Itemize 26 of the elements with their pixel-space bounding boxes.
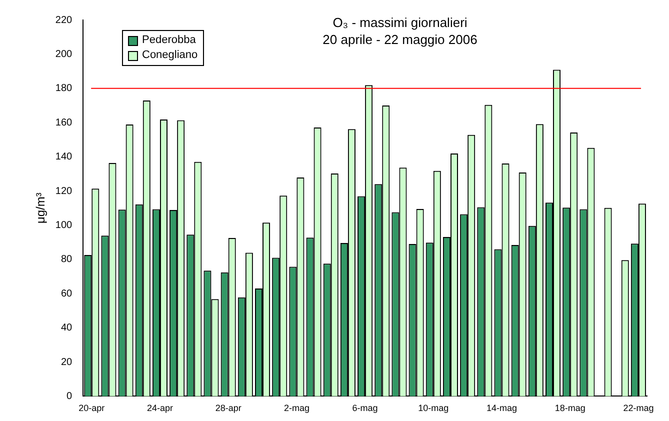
x-tick-label: 22-mag [623, 403, 654, 414]
y-tick-label: 180 [55, 83, 73, 94]
x-tick-label: 28-apr [215, 403, 242, 414]
x-tick-label: 24-apr [146, 403, 173, 414]
y-tick-label: 0 [66, 390, 73, 402]
y-tick-label: 60 [60, 288, 73, 300]
x-tick-label: 6-mag [352, 403, 378, 414]
y-tick-label: 100 [55, 220, 73, 231]
x-tick-label: 10-mag [418, 403, 449, 414]
y-axis-title: μg/m³ [34, 192, 48, 224]
legend-label: Conegliano [142, 48, 198, 63]
y-tick-label: 120 [55, 186, 73, 197]
x-tick-label: 2-mag [284, 403, 310, 414]
y-tick-label: 160 [55, 117, 73, 128]
x-tick-label: 14-mag [486, 403, 518, 414]
chart-title: O₃ - massimi giornalieri [332, 14, 468, 31]
legend-label: Pederobba [142, 33, 196, 48]
y-tick-label: 20 [60, 356, 73, 368]
text: 20 aprile - 22 maggio 2006 [322, 31, 478, 48]
x-tick-label: 20-apr [78, 403, 105, 414]
y-tick-label: 220 [55, 14, 73, 26]
y-tick-label: 140 [55, 152, 73, 163]
y-tick-label: 200 [55, 48, 73, 60]
y-tick-label: 80 [60, 254, 73, 266]
y-tick-label: 40 [60, 322, 73, 334]
x-tick-label: 18-mag [554, 403, 586, 414]
